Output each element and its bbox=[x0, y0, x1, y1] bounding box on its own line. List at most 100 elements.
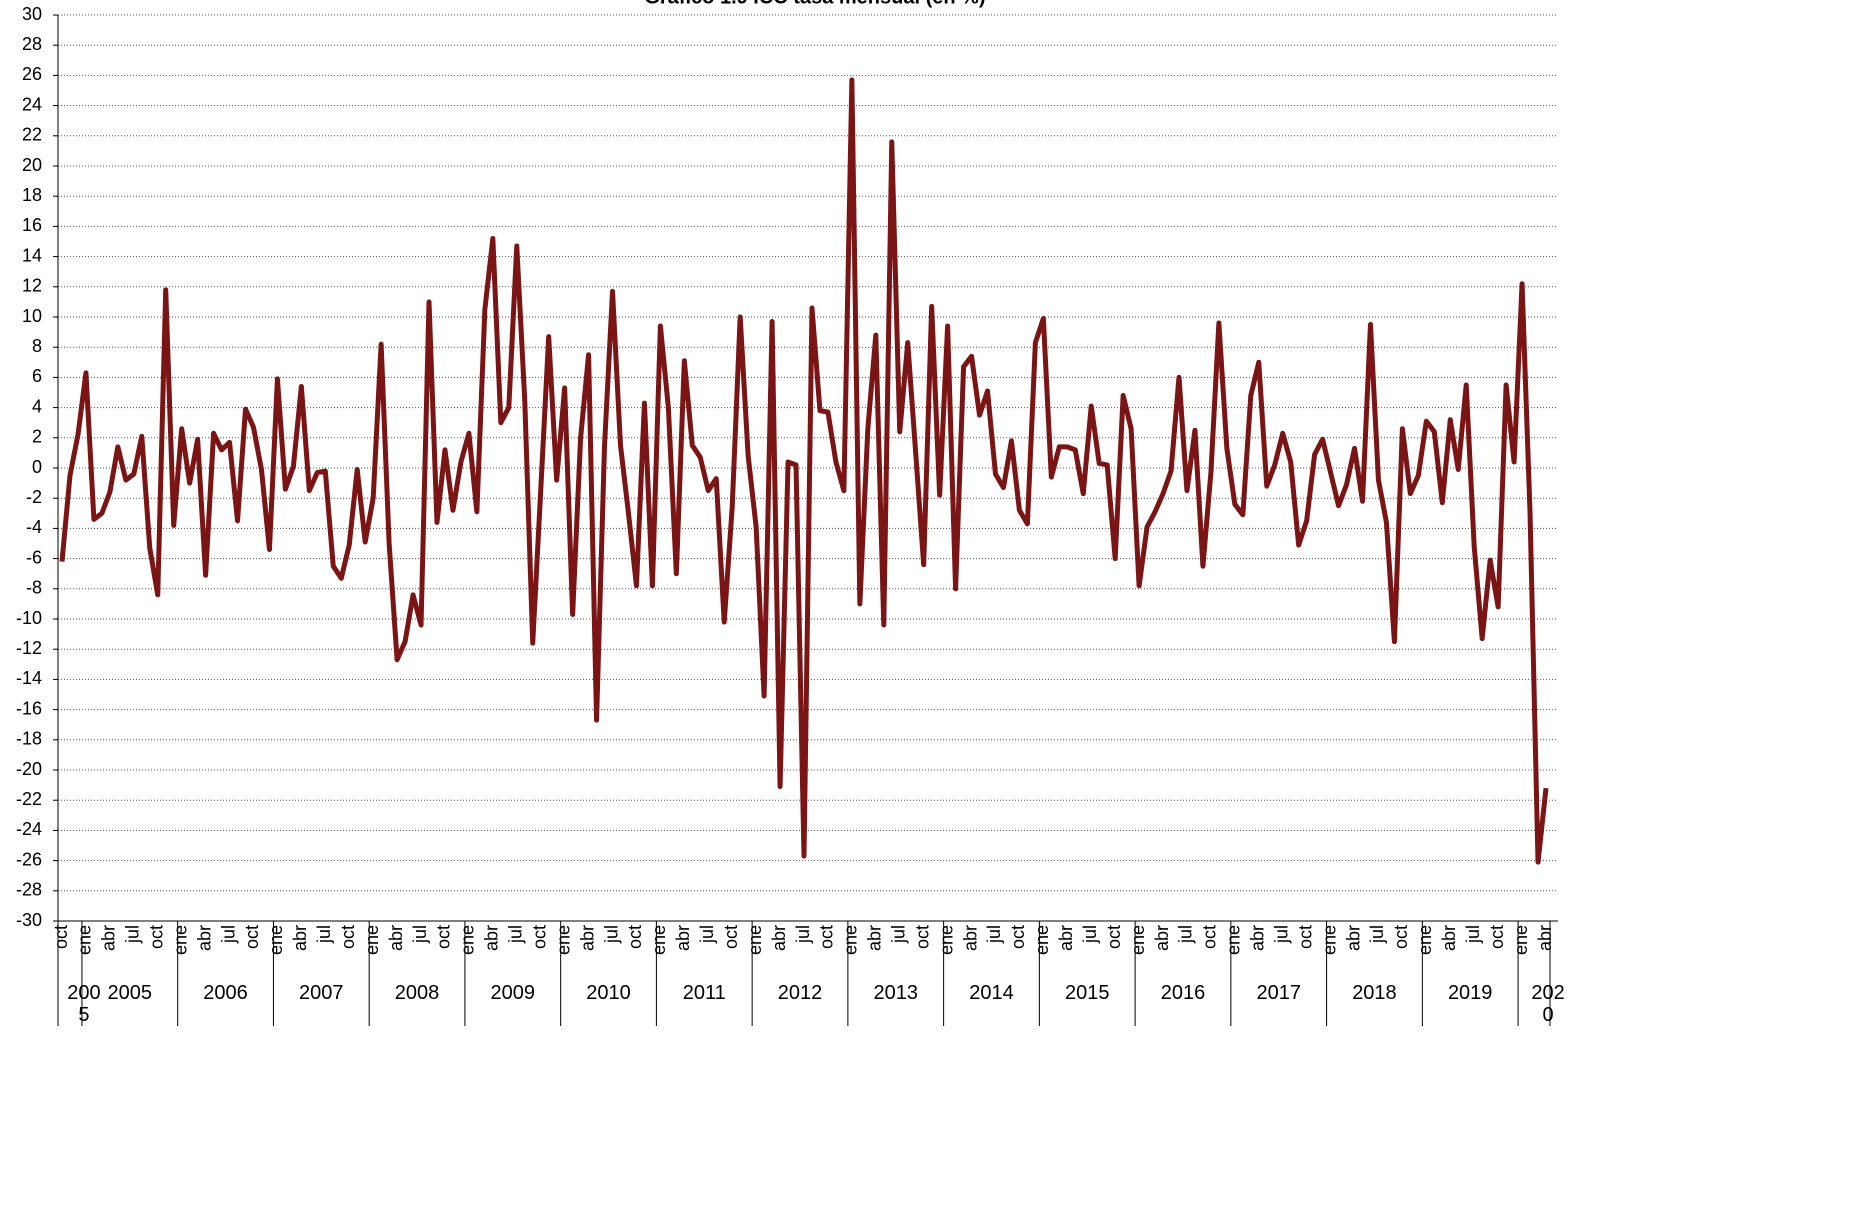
y-tick-label: 22 bbox=[22, 125, 42, 145]
y-tick-label: -30 bbox=[16, 910, 42, 930]
year-label: 2015 bbox=[1064, 982, 1110, 1004]
x-tick-label: abr bbox=[865, 925, 885, 951]
y-tick-label: -16 bbox=[16, 698, 42, 718]
x-tick-label: jul bbox=[123, 925, 143, 944]
year-label: 2008 bbox=[394, 982, 440, 1004]
year-label: 2014 bbox=[969, 982, 1014, 1004]
data-line bbox=[59, 77, 1549, 865]
y-tick-label: 8 bbox=[32, 336, 42, 356]
x-tick-label: ene bbox=[1128, 925, 1148, 955]
y-tick-label: -2 bbox=[26, 487, 42, 507]
x-tick-label: abr bbox=[960, 925, 980, 951]
x-tick-label: jul bbox=[506, 925, 526, 944]
x-tick-label: oct bbox=[625, 925, 645, 949]
year-label: 2018 bbox=[1352, 982, 1397, 1004]
y-tick-label: 28 bbox=[22, 34, 42, 54]
x-tick-label: jul bbox=[697, 925, 717, 944]
x-tick-label: jul bbox=[1367, 925, 1387, 944]
x-tick-label: abr bbox=[1056, 925, 1076, 951]
x-tick-label: jul bbox=[1271, 925, 1291, 944]
y-tick-label: 14 bbox=[22, 245, 42, 265]
x-tick-label: ene bbox=[1511, 925, 1531, 955]
year-label: 2020 bbox=[1531, 982, 1565, 1026]
year-label: 2017 bbox=[1256, 982, 1301, 1004]
x-tick-label: oct bbox=[1487, 925, 1507, 949]
x-tick-label: jul bbox=[793, 925, 813, 944]
x-tick-label: oct bbox=[1295, 925, 1315, 949]
x-tick-label: ene bbox=[170, 925, 190, 955]
x-tick-label: ene bbox=[1224, 925, 1244, 955]
x-tick-label: abr bbox=[1248, 925, 1268, 951]
x-tick-label: jul bbox=[888, 925, 908, 944]
y-tick-label: 30 bbox=[22, 4, 42, 24]
x-tick-label: ene bbox=[75, 925, 95, 955]
year-label: 2019 bbox=[1447, 982, 1493, 1004]
x-tick-label: oct bbox=[434, 925, 454, 949]
y-tick-label: -4 bbox=[26, 517, 42, 537]
x-tick-label: jul bbox=[601, 925, 621, 944]
y-tick-label: -26 bbox=[16, 849, 42, 869]
y-tick-label: -24 bbox=[16, 819, 42, 839]
x-tick-label: ene bbox=[1415, 925, 1435, 955]
y-tick-label: 6 bbox=[32, 366, 42, 386]
year-label: 2009 bbox=[490, 982, 536, 1004]
y-tick-label: 0 bbox=[32, 457, 42, 477]
y-tick-label: -8 bbox=[26, 578, 42, 598]
x-tick-label: abr bbox=[673, 925, 693, 951]
x-tick-label: ene bbox=[649, 925, 669, 955]
year-label: 2005 bbox=[67, 982, 101, 1026]
x-tick-label: abr bbox=[194, 925, 214, 951]
year-label: 2012 bbox=[777, 982, 823, 1004]
x-tick-label: abr bbox=[769, 925, 789, 951]
y-tick-label: -14 bbox=[16, 668, 42, 688]
x-tick-label: jul bbox=[1463, 925, 1483, 944]
x-tick-label: oct bbox=[721, 925, 741, 949]
x-tick-label: jul bbox=[1176, 925, 1196, 944]
y-tick-label: -22 bbox=[16, 789, 42, 809]
year-label: 2005 bbox=[107, 982, 153, 1004]
x-tick-label: jul bbox=[410, 925, 430, 944]
x-tick-label: jul bbox=[314, 925, 334, 944]
x-tick-label: oct bbox=[529, 925, 549, 949]
chart-title: Gráfico 1.9 ICC tasa mensual (en %) bbox=[644, 0, 985, 8]
y-tick-label: -20 bbox=[16, 759, 42, 779]
x-tick-label: oct bbox=[817, 925, 837, 949]
x-tick-label: ene bbox=[936, 925, 956, 955]
y-tick-label: -12 bbox=[16, 638, 42, 658]
x-tick-label: ene bbox=[266, 925, 286, 955]
x-tick-label: ene bbox=[362, 925, 382, 955]
x-tick-label: oct bbox=[1008, 925, 1028, 949]
y-tick-label: 12 bbox=[22, 276, 42, 296]
year-label: 2013 bbox=[873, 982, 918, 1004]
x-tick-label: ene bbox=[458, 925, 478, 955]
x-tick-label: oct bbox=[146, 925, 166, 949]
year-label: 2010 bbox=[586, 982, 631, 1004]
x-tick-label: oct bbox=[1104, 925, 1124, 949]
x-tick-label: ene bbox=[1032, 925, 1052, 955]
y-tick-label: -6 bbox=[26, 547, 42, 567]
x-tick-label: abr bbox=[1439, 925, 1459, 951]
x-tick-label: ene bbox=[553, 925, 573, 955]
x-tick-label: oct bbox=[1200, 925, 1220, 949]
x-tick-label: oct bbox=[912, 925, 932, 949]
x-tick-label: abr bbox=[386, 925, 406, 951]
x-tick-label: oct bbox=[338, 925, 358, 949]
x-tick-label: jul bbox=[218, 925, 238, 944]
y-tick-label: -10 bbox=[16, 608, 42, 628]
x-tick-label: abr bbox=[577, 925, 597, 951]
year-label: 2007 bbox=[299, 982, 344, 1004]
y-tick-label: 2 bbox=[32, 427, 42, 447]
y-tick-label: 26 bbox=[22, 64, 42, 84]
x-tick-label: ene bbox=[841, 925, 861, 955]
x-tick-label: abr bbox=[482, 925, 502, 951]
y-tick-label: 16 bbox=[22, 215, 42, 235]
x-tick-label: ene bbox=[745, 925, 765, 955]
x-tick-label: abr bbox=[1343, 925, 1363, 951]
x-tick-label: oct bbox=[1391, 925, 1411, 949]
x-tick-label: oct bbox=[242, 925, 262, 949]
y-tick-label: 24 bbox=[22, 94, 42, 114]
x-tick-label: abr bbox=[1535, 925, 1555, 951]
y-tick-label: 4 bbox=[32, 396, 42, 416]
y-tick-label: 18 bbox=[22, 185, 42, 205]
